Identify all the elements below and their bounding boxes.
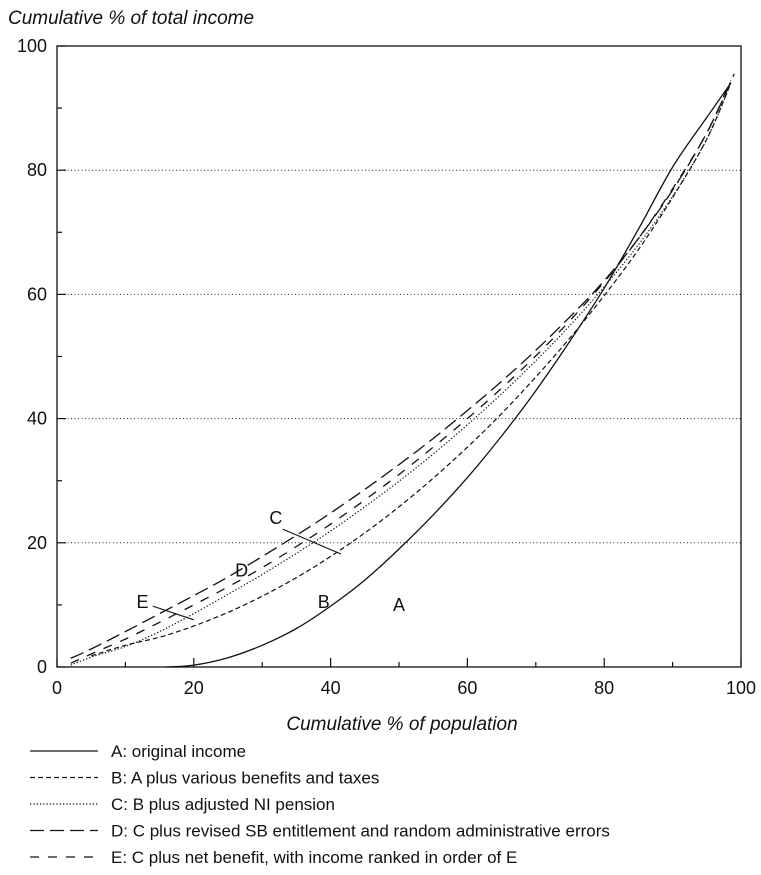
callout-leader-e bbox=[152, 605, 194, 621]
y-tick-label: 60 bbox=[27, 284, 47, 304]
callout-leader-c bbox=[282, 528, 342, 555]
y-tick-label: 100 bbox=[17, 36, 47, 56]
y-tick-label: 20 bbox=[27, 533, 47, 553]
series-lines bbox=[70, 73, 735, 668]
x-tick-label: 40 bbox=[321, 678, 341, 698]
legend-entry-b: B: A plus various benefits and taxes bbox=[111, 769, 379, 788]
legend-entry-e: E: C plus net benefit, with income ranke… bbox=[111, 848, 517, 867]
axis-ticks: 0 20 40 60 80 100 0 20 40 60 80 100 bbox=[17, 36, 756, 698]
y-axis-title: Cumulative % of total income bbox=[8, 8, 254, 29]
legend-entry-c: C: B plus adjusted NI pension bbox=[111, 795, 335, 814]
y-tick-label: 40 bbox=[27, 409, 47, 429]
legend-entry-a: A: original income bbox=[111, 742, 246, 761]
callout-leaders bbox=[152, 528, 342, 621]
y-tick-label: 80 bbox=[27, 160, 47, 180]
series-line-b bbox=[91, 83, 732, 657]
curve-label-c: C bbox=[269, 508, 282, 528]
curve-label-b: B bbox=[318, 592, 330, 612]
plot-frame bbox=[56, 45, 742, 668]
x-tick-label: 100 bbox=[726, 678, 756, 698]
grid-lines bbox=[57, 169, 741, 544]
x-tick-label: 0 bbox=[52, 678, 62, 698]
x-tick-label: 80 bbox=[594, 678, 614, 698]
legend: A: original income B: A plus various bene… bbox=[30, 742, 610, 867]
curve-labels: A B C D E bbox=[136, 508, 405, 615]
series-line-d bbox=[70, 73, 735, 659]
legend-entry-d: D: C plus revised SB entitlement and ran… bbox=[111, 822, 610, 841]
x-tick-label: 60 bbox=[457, 678, 477, 698]
curve-label-a: A bbox=[393, 595, 405, 615]
curve-label-e: E bbox=[136, 592, 148, 612]
series-line-e bbox=[70, 79, 732, 664]
series-line-a bbox=[166, 82, 732, 668]
curve-label-d: D bbox=[235, 561, 248, 581]
x-axis-title: Cumulative % of population bbox=[286, 714, 517, 735]
x-tick-label: 20 bbox=[184, 678, 204, 698]
y-tick-label: 0 bbox=[37, 657, 47, 677]
